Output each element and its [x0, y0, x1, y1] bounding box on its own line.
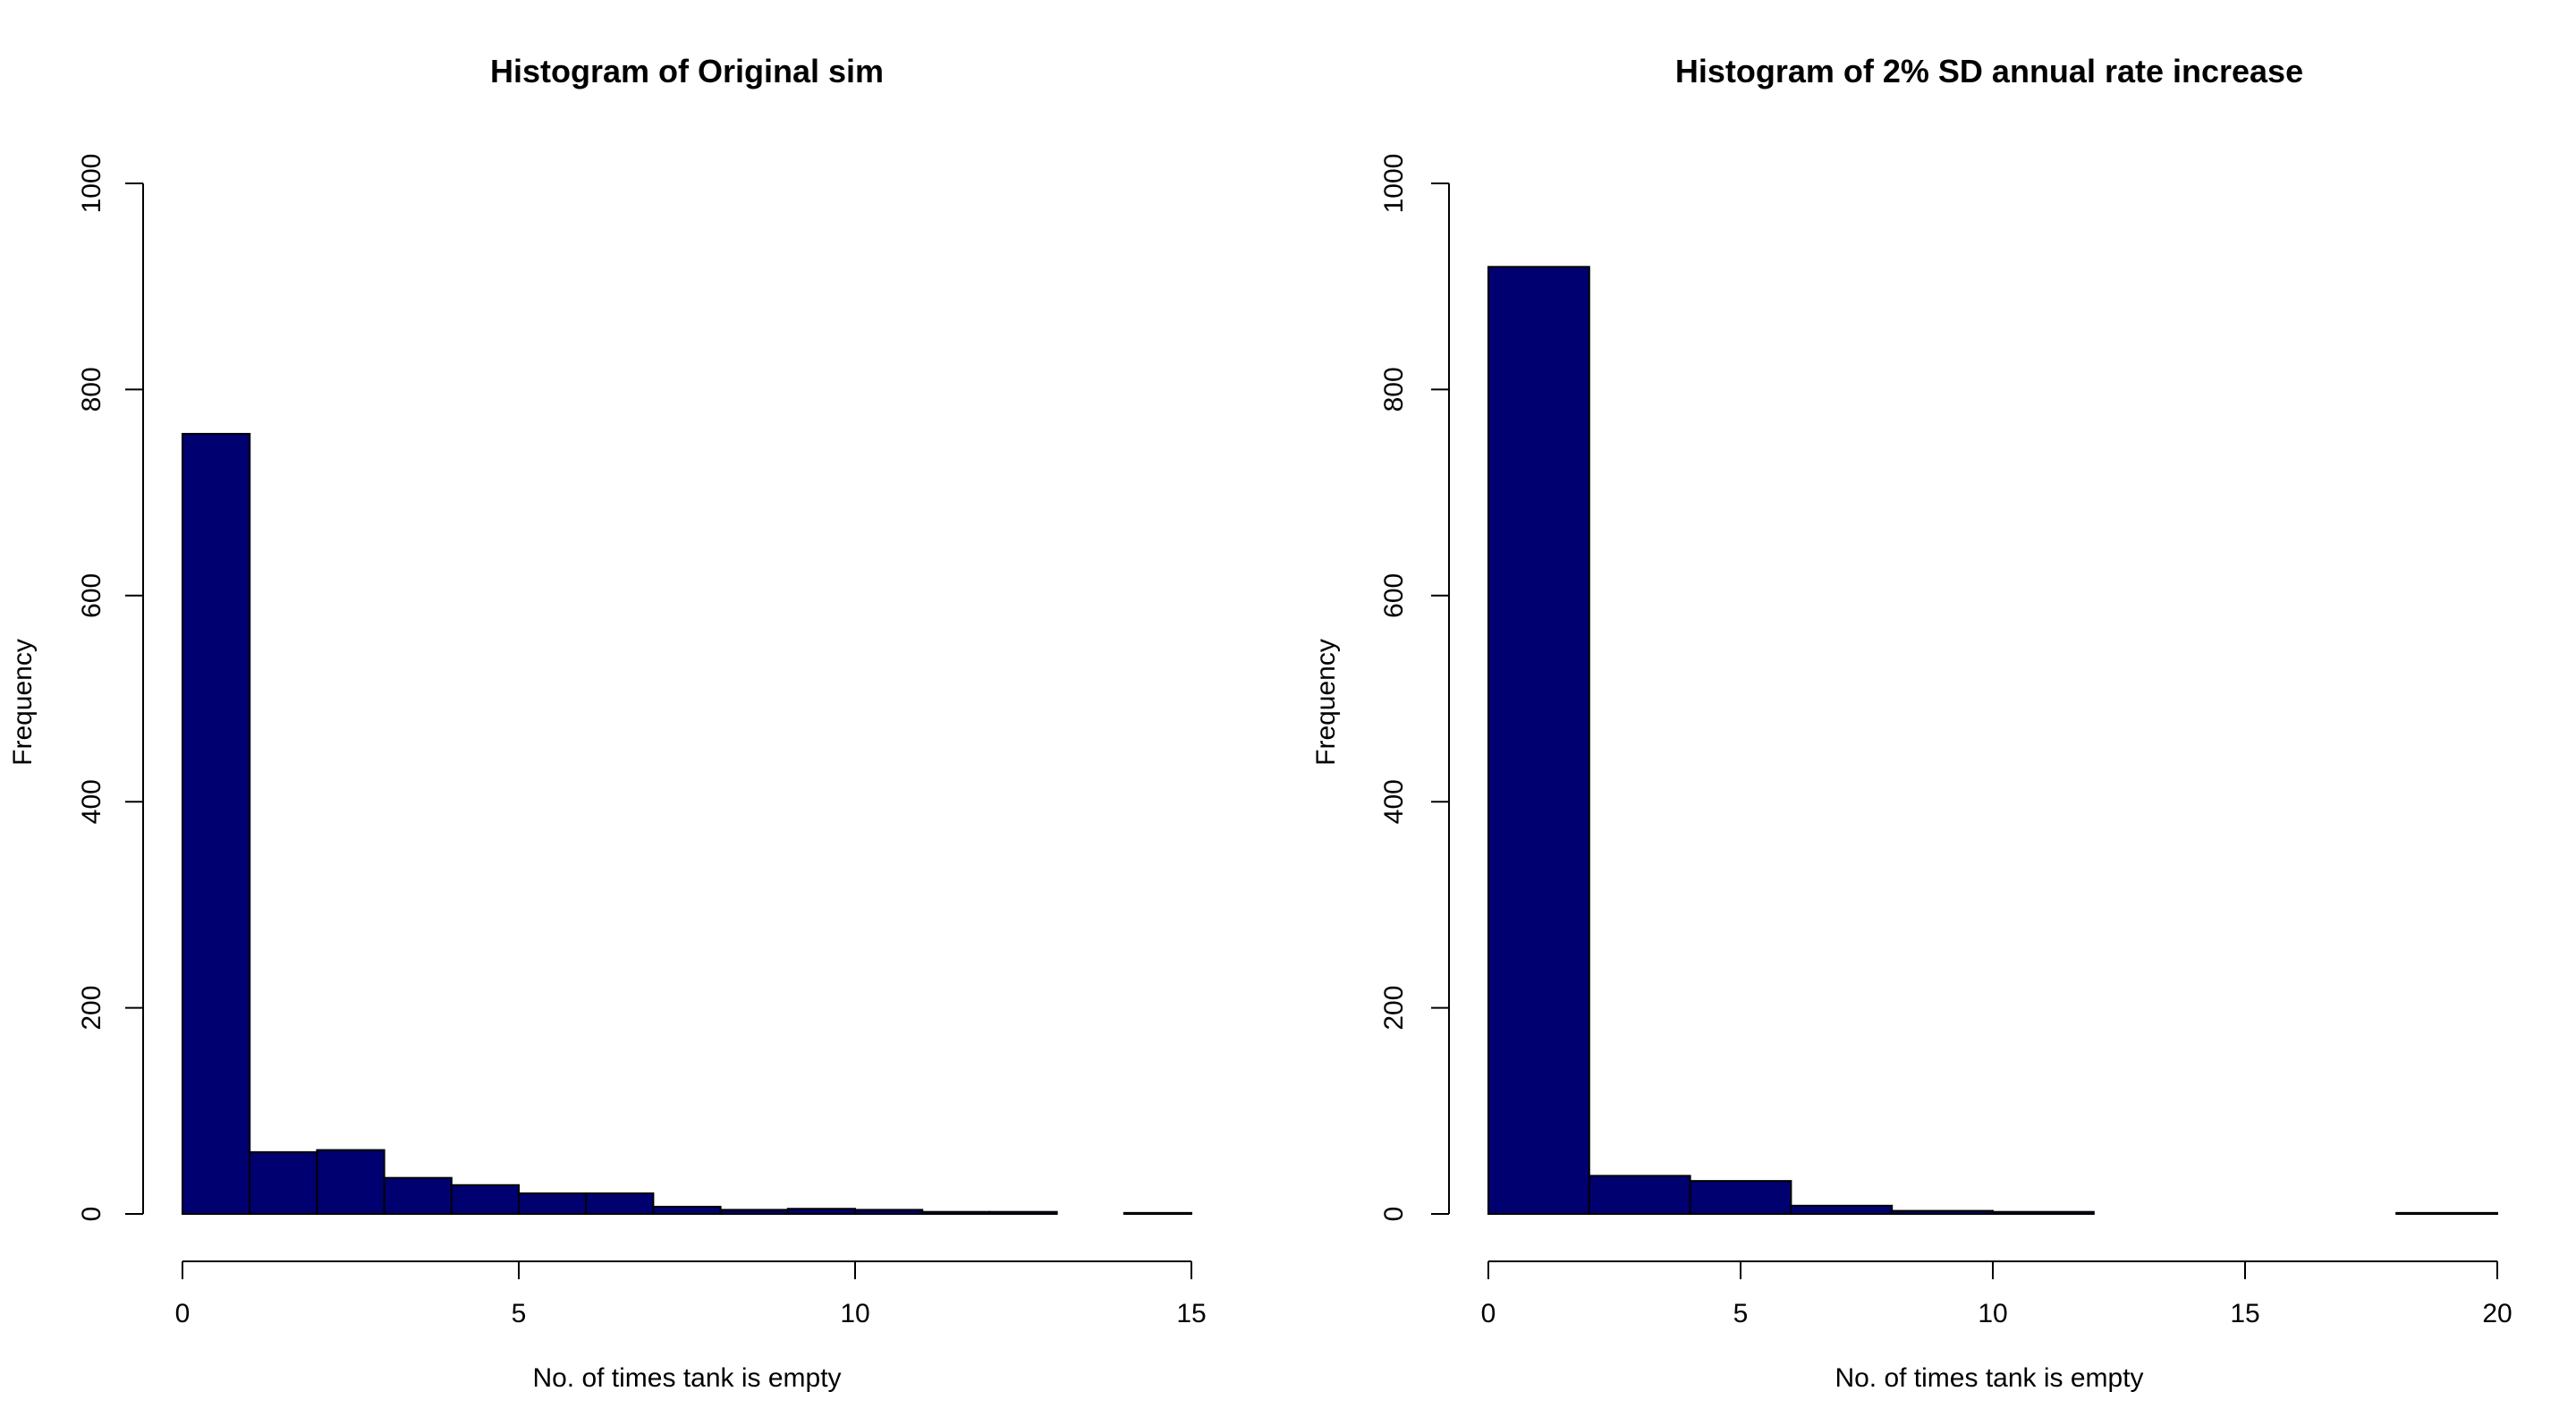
histogram-bar: [182, 432, 251, 1216]
histogram-bar: [1487, 266, 1590, 1215]
histogram-bars: [182, 432, 1193, 1216]
y-tick-label: 400: [1379, 779, 1409, 824]
histogram-bar: [854, 1209, 924, 1215]
histogram-bar: [652, 1205, 722, 1216]
y-tick-label: 1000: [1379, 154, 1409, 214]
chart-title: Histogram of Original sim: [490, 53, 884, 89]
histogram-bar: [1588, 1175, 1691, 1215]
histogram-bar: [383, 1176, 453, 1216]
histogram-bar: [786, 1208, 856, 1215]
y-axis: 0 200 400 600 800 1000: [1379, 154, 1450, 1222]
x-tick-label: 10: [1978, 1299, 2007, 1328]
x-tick-label: 5: [512, 1299, 527, 1328]
y-tick-label: 1000: [77, 154, 106, 214]
histogram-panel-original-sim: Histogram of Original sim No. of times t…: [8, 53, 1207, 1393]
y-tick-label: 600: [1379, 573, 1409, 618]
x-axis: 0 5 10 15 20: [1481, 1260, 2512, 1328]
histogram-bar: [921, 1210, 991, 1216]
x-axis: 0 5 10 15: [175, 1260, 1207, 1328]
y-tick-label: 200: [1379, 986, 1409, 1031]
x-tick-label: 15: [2230, 1299, 2259, 1328]
histogram-bar: [450, 1184, 520, 1216]
y-tick-label: 600: [77, 573, 106, 618]
y-axis-label: Frequency: [1311, 639, 1341, 766]
histogram-bar: [585, 1192, 655, 1215]
x-tick-label: 20: [2482, 1299, 2512, 1328]
histogram-bar: [2395, 1211, 2498, 1216]
y-tick-label: 800: [77, 367, 106, 412]
x-tick-label: 5: [1733, 1299, 1749, 1328]
x-tick-label: 15: [1176, 1299, 1206, 1328]
histogram-bar: [1123, 1211, 1193, 1216]
y-tick-label: 800: [1379, 367, 1409, 412]
y-axis: 0 200 400 600 800 1000: [77, 154, 144, 1222]
histogram-bar: [518, 1192, 588, 1215]
histogram-bar: [1992, 1210, 2095, 1216]
chart-title: Histogram of 2% SD annual rate increase: [1675, 53, 2303, 89]
histogram-bar: [719, 1209, 789, 1215]
histogram-bar: [988, 1210, 1058, 1216]
y-axis-label: Frequency: [8, 639, 38, 766]
y-tick-label: 400: [77, 779, 106, 824]
histogram-bar: [249, 1150, 318, 1216]
histogram-bar: [1891, 1209, 1994, 1215]
x-axis-label: No. of times tank is empty: [532, 1363, 841, 1393]
y-tick-label: 200: [77, 986, 106, 1031]
x-tick-label: 0: [1481, 1299, 1496, 1328]
histogram-bar: [1689, 1180, 1792, 1215]
histogram-bar: [1790, 1204, 1894, 1216]
histogram-bar: [316, 1149, 386, 1216]
histogram-bars: [1487, 266, 2498, 1216]
y-tick-label: 0: [77, 1207, 106, 1222]
x-axis-label: No. of times tank is empty: [1835, 1363, 2143, 1393]
y-tick-label: 0: [1379, 1207, 1409, 1222]
histogram-panel-2pct-sd-annual-rate-increase: Histogram of 2% SD annual rate increase …: [1311, 53, 2512, 1393]
x-tick-label: 0: [175, 1299, 191, 1328]
x-tick-label: 10: [840, 1299, 869, 1328]
